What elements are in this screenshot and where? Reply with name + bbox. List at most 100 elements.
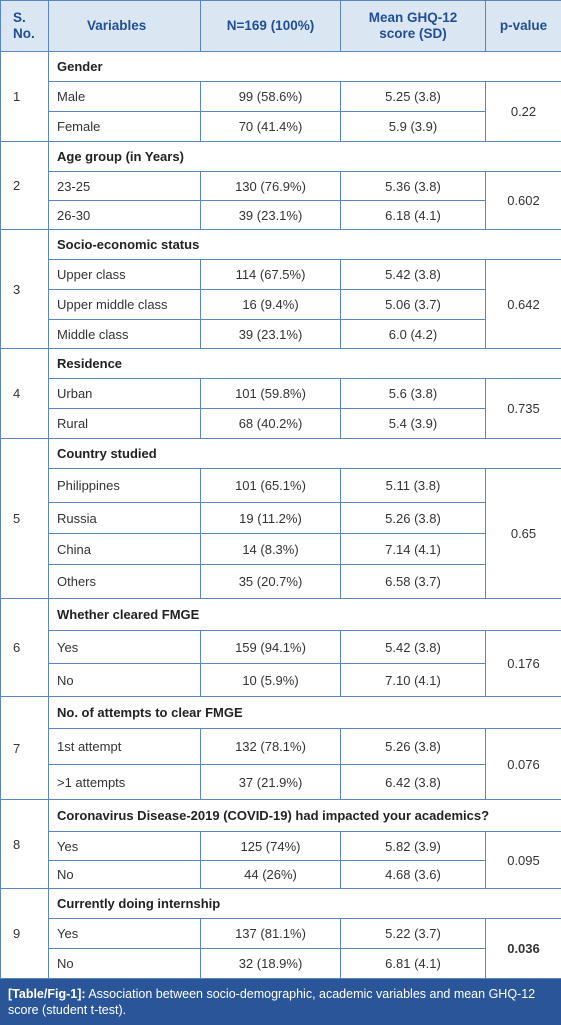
mean-cell: 7.10 (4.1): [340, 663, 486, 697]
data-table: S. No. Variables N=169 (100%) Mean GHQ-1…: [0, 0, 561, 979]
variable-cell: 23-25: [48, 171, 201, 201]
header-cell: p-value: [485, 0, 561, 52]
caption-text: Association between socio-demographic, a…: [8, 987, 536, 1017]
count-cell: 68 (40.2%): [200, 408, 341, 439]
data-row: Female 70 (41.4%) 5.9 (3.9): [1, 111, 561, 142]
data-row: >1 attempts 37 (21.9%) 6.42 (3.8): [1, 764, 561, 800]
count-cell: 101 (65.1%): [200, 468, 341, 503]
variable-cell: Middle class: [48, 319, 201, 349]
data-row: No 32 (18.9%) 6.81 (4.1): [1, 948, 561, 979]
variable-cell: Yes: [48, 918, 201, 949]
data-row: Male 99 (58.6%) 5.25 (3.8) 0.22: [1, 81, 561, 142]
group-number: 8: [0, 799, 49, 889]
group: 7 No. of attempts to clear FMGE 1st attemp…: [0, 696, 561, 800]
group: 1 Gender Male 99 (58.6%) 5.25 (3.8) 0.22 Femal…: [0, 51, 561, 142]
group: 5 Country studied Philippines 101 (65.1%) 5.…: [0, 438, 561, 599]
count-cell: 39 (23.1%): [200, 200, 341, 230]
data-row: No 10 (5.9%) 7.10 (4.1): [1, 663, 561, 697]
variable-cell: Rural: [48, 408, 201, 439]
variable-cell: Female: [48, 111, 201, 142]
data-row: Philippines 101 (65.1%) 5.11 (3.8) 0.65: [1, 468, 561, 599]
mean-cell: 6.0 (4.2): [340, 319, 486, 349]
mean-cell: 5.26 (3.8): [340, 502, 486, 534]
mean-cell: 5.26 (3.8): [340, 728, 486, 765]
group-title: Gender: [48, 51, 561, 82]
group-title-row: 2 Age group (in Years): [0, 141, 561, 230]
group-title-row: 5 Country studied: [0, 438, 561, 599]
count-cell: 16 (9.4%): [200, 289, 341, 320]
count-cell: 39 (23.1%): [200, 319, 341, 349]
variable-cell: Urban: [48, 378, 201, 409]
mean-cell: 5.9 (3.9): [340, 111, 486, 142]
count-cell: 70 (41.4%): [200, 111, 341, 142]
mean-cell: 5.82 (3.9): [340, 831, 486, 861]
group-number: 7: [0, 696, 49, 800]
count-cell: 132 (78.1%): [200, 728, 341, 765]
count-cell: 14 (8.3%): [200, 533, 341, 565]
header-cell: N=169 (100%): [200, 0, 341, 52]
count-cell: 101 (59.8%): [200, 378, 341, 409]
group-title-row: 4 Residence: [0, 348, 561, 439]
data-row: Rural 68 (40.2%) 5.4 (3.9): [1, 408, 561, 439]
group-title: Age group (in Years): [48, 141, 561, 172]
mean-cell: 5.25 (3.8): [340, 81, 486, 112]
group-number: 5: [0, 438, 49, 599]
variable-cell: No: [48, 860, 201, 889]
header-cell: S. No.: [0, 0, 49, 52]
count-cell: 114 (67.5%): [200, 259, 341, 290]
mean-cell: 4.68 (3.6): [340, 860, 486, 889]
group-number: 4: [0, 348, 49, 439]
count-cell: 19 (11.2%): [200, 502, 341, 534]
p-value-cell: 0.642: [485, 259, 561, 349]
count-cell: 125 (74%): [200, 831, 341, 861]
mean-cell: 6.18 (4.1): [340, 200, 486, 230]
data-row: 26-30 39 (23.1%) 6.18 (4.1): [1, 200, 561, 230]
count-cell: 37 (21.9%): [200, 764, 341, 800]
count-cell: 130 (76.9%): [200, 171, 341, 201]
mean-cell: 5.11 (3.8): [340, 468, 486, 503]
group-title: No. of attempts to clear FMGE: [48, 696, 561, 729]
header-row: S. No. Variables N=169 (100%) Mean GHQ-1…: [0, 0, 561, 52]
p-value-cell: 0.036: [485, 918, 561, 979]
group: 4 Residence Urban 101 (59.8%) 5.6 (3.8) 0.735…: [0, 348, 561, 439]
group: 6 Whether cleared FMGE Yes 159 (94.1%) 5.42 …: [0, 598, 561, 697]
mean-cell: 6.81 (4.1): [340, 948, 486, 979]
mean-cell: 5.22 (3.7): [340, 918, 486, 949]
data-row: China 14 (8.3%) 7.14 (4.1): [1, 533, 561, 565]
data-row: Middle class 39 (23.1%) 6.0 (4.2): [1, 319, 561, 349]
group-title-row: 6 Whether cleared FMGE: [0, 598, 561, 697]
caption: [Table/Fig-1]: Association between socio…: [0, 979, 561, 1025]
data-row: Yes 159 (94.1%) 5.42 (3.8) 0.176: [1, 630, 561, 697]
group-title: Country studied: [48, 438, 561, 469]
group-number: 6: [0, 598, 49, 697]
data-row: Russia 19 (11.2%) 5.26 (3.8): [1, 502, 561, 534]
count-cell: 10 (5.9%): [200, 663, 341, 697]
group: 8 Coronavirus Disease-2019 (COVID-19) had…: [0, 799, 561, 889]
mean-cell: 5.42 (3.8): [340, 259, 486, 290]
data-row: Upper middle class 16 (9.4%) 5.06 (3.7): [1, 289, 561, 320]
group-title: Currently doing internship: [48, 888, 561, 919]
data-row: Yes 137 (81.1%) 5.22 (3.7) 0.036: [1, 918, 561, 979]
mean-cell: 6.42 (3.8): [340, 764, 486, 800]
count-cell: 137 (81.1%): [200, 918, 341, 949]
variable-cell: Yes: [48, 630, 201, 664]
group-title-row: 9 Currently doing internship: [0, 888, 561, 979]
mean-cell: 5.06 (3.7): [340, 289, 486, 320]
variable-cell: Russia: [48, 502, 201, 534]
variable-cell: Upper middle class: [48, 289, 201, 320]
count-cell: 159 (94.1%): [200, 630, 341, 664]
variable-cell: Yes: [48, 831, 201, 861]
group: 2 Age group (in Years) 23-25 130 (76.9%) 5.3…: [0, 141, 561, 230]
p-value-cell: 0.65: [485, 468, 561, 599]
group: 3 Socio-economic status Upper class 114 (67…: [0, 229, 561, 349]
p-value-cell: 0.22: [485, 81, 561, 142]
variable-cell: Male: [48, 81, 201, 112]
group-title-row: 8 Coronavirus Disease-2019 (COVID-19) had…: [0, 799, 561, 889]
mean-cell: 5.36 (3.8): [340, 171, 486, 201]
group-number: 3: [0, 229, 49, 349]
variable-cell: >1 attempts: [48, 764, 201, 800]
group-number: 1: [0, 51, 49, 142]
group-title-row: 3 Socio-economic status: [0, 229, 561, 349]
variable-cell: Upper class: [48, 259, 201, 290]
mean-cell: 5.42 (3.8): [340, 630, 486, 664]
